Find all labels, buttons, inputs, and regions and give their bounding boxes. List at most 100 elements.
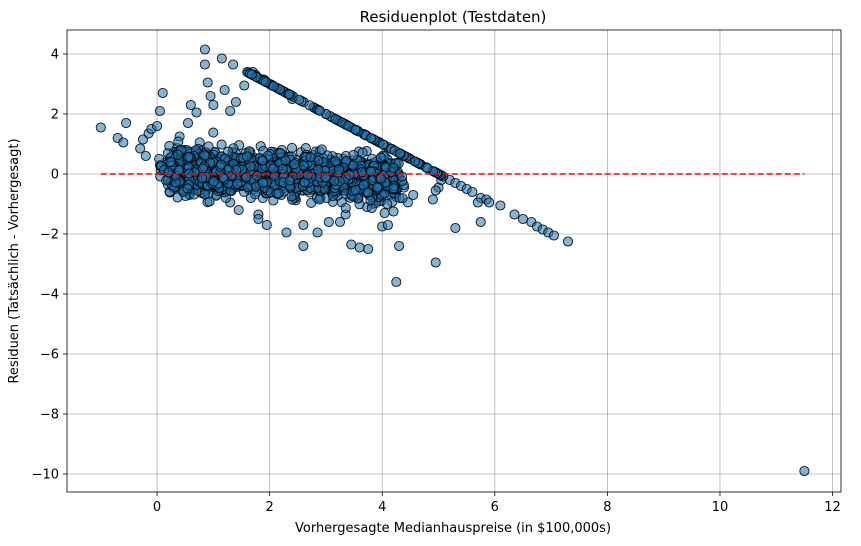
data-point bbox=[277, 163, 288, 175]
y-tick-label: −6 bbox=[40, 348, 59, 363]
data-point bbox=[281, 227, 292, 238]
data-point bbox=[239, 80, 250, 91]
data-point bbox=[388, 206, 399, 217]
data-point bbox=[314, 194, 325, 205]
data-point bbox=[196, 173, 208, 184]
y-axis-title: Residuen (Tatsächlich - Vorhergesagt) bbox=[7, 138, 22, 383]
data-point bbox=[95, 122, 106, 133]
data-point bbox=[366, 166, 377, 177]
data-point bbox=[409, 156, 420, 167]
data-point bbox=[225, 105, 236, 117]
data-point bbox=[388, 183, 399, 194]
data-point bbox=[334, 216, 346, 228]
data-point bbox=[140, 150, 151, 162]
data-point bbox=[163, 167, 174, 178]
data-point bbox=[253, 213, 264, 225]
data-point bbox=[799, 465, 810, 477]
data-point bbox=[422, 162, 433, 174]
data-point bbox=[375, 173, 386, 184]
data-point bbox=[208, 176, 219, 187]
data-point bbox=[472, 197, 483, 208]
data-point bbox=[394, 148, 406, 159]
data-point bbox=[329, 175, 340, 186]
data-point bbox=[330, 156, 341, 167]
data-point bbox=[172, 149, 183, 160]
data-point bbox=[346, 239, 357, 250]
data-point bbox=[391, 276, 402, 288]
data-point bbox=[394, 240, 405, 252]
chart-title: Residuenplot (Testdaten) bbox=[360, 8, 547, 26]
data-point bbox=[408, 189, 419, 201]
plot-border bbox=[66, 29, 842, 493]
data-point bbox=[340, 202, 351, 214]
data-point bbox=[232, 178, 243, 189]
y-tick-label: 4 bbox=[51, 48, 59, 63]
data-point bbox=[185, 99, 196, 111]
data-point bbox=[135, 143, 146, 154]
data-point bbox=[316, 144, 327, 155]
data-point bbox=[205, 90, 216, 102]
data-point bbox=[228, 59, 239, 70]
data-point bbox=[430, 257, 441, 268]
data-point bbox=[450, 222, 461, 234]
data-point bbox=[286, 191, 297, 202]
data-point bbox=[323, 216, 334, 228]
data-point bbox=[548, 230, 559, 241]
data-point bbox=[162, 148, 173, 159]
y-tick-label: 0 bbox=[51, 168, 59, 183]
y-tick-label: −2 bbox=[40, 228, 59, 243]
data-point bbox=[197, 163, 208, 174]
data-point bbox=[562, 236, 574, 247]
y-tick-label: −8 bbox=[40, 408, 59, 423]
x-axis-title: Vorhergesagte Medianhauspreise (in $100,… bbox=[295, 521, 611, 536]
data-point bbox=[379, 208, 390, 219]
y-tick-label: −10 bbox=[32, 468, 59, 483]
data-point bbox=[218, 172, 229, 183]
data-point bbox=[257, 178, 268, 189]
axes-frame bbox=[66, 29, 842, 493]
data-point bbox=[382, 198, 393, 210]
data-point bbox=[157, 87, 168, 99]
x-tick-label: 8 bbox=[603, 500, 611, 515]
data-point bbox=[203, 141, 214, 152]
data-point bbox=[314, 105, 325, 116]
data-point bbox=[495, 200, 506, 211]
data-point bbox=[298, 219, 309, 231]
data-point bbox=[289, 159, 300, 170]
data-point bbox=[484, 197, 495, 208]
data-point bbox=[350, 124, 361, 135]
data-point bbox=[358, 180, 369, 191]
data-point bbox=[302, 170, 313, 181]
data-point bbox=[230, 96, 241, 108]
data-point bbox=[348, 149, 359, 160]
data-point bbox=[208, 127, 219, 138]
data-point bbox=[427, 194, 438, 205]
data-point bbox=[202, 77, 213, 88]
scatter-points bbox=[95, 44, 810, 477]
data-point bbox=[354, 242, 365, 253]
data-point bbox=[280, 155, 291, 166]
data-point bbox=[216, 139, 227, 150]
data-point bbox=[348, 160, 359, 171]
data-point bbox=[388, 162, 399, 173]
x-tick-label: 12 bbox=[824, 500, 841, 515]
data-point bbox=[273, 188, 284, 199]
data-point bbox=[286, 142, 298, 153]
data-point bbox=[199, 44, 210, 55]
data-point bbox=[183, 152, 194, 163]
data-point bbox=[312, 227, 323, 238]
data-point bbox=[344, 169, 355, 181]
data-point bbox=[430, 185, 441, 196]
tick-labels: 0 2 4 6 8 10 12 −10 −8 −6 −4 −2 0 2 4 bbox=[32, 48, 841, 516]
data-point bbox=[219, 84, 230, 96]
y-tick-label: −4 bbox=[40, 288, 59, 303]
data-point bbox=[241, 151, 253, 162]
data-point bbox=[154, 105, 165, 117]
data-point bbox=[377, 139, 389, 150]
data-point bbox=[257, 155, 268, 166]
x-tick-label: 2 bbox=[266, 500, 274, 515]
y-tick-label: 2 bbox=[51, 108, 59, 123]
data-point bbox=[304, 100, 315, 111]
data-point bbox=[261, 219, 272, 231]
